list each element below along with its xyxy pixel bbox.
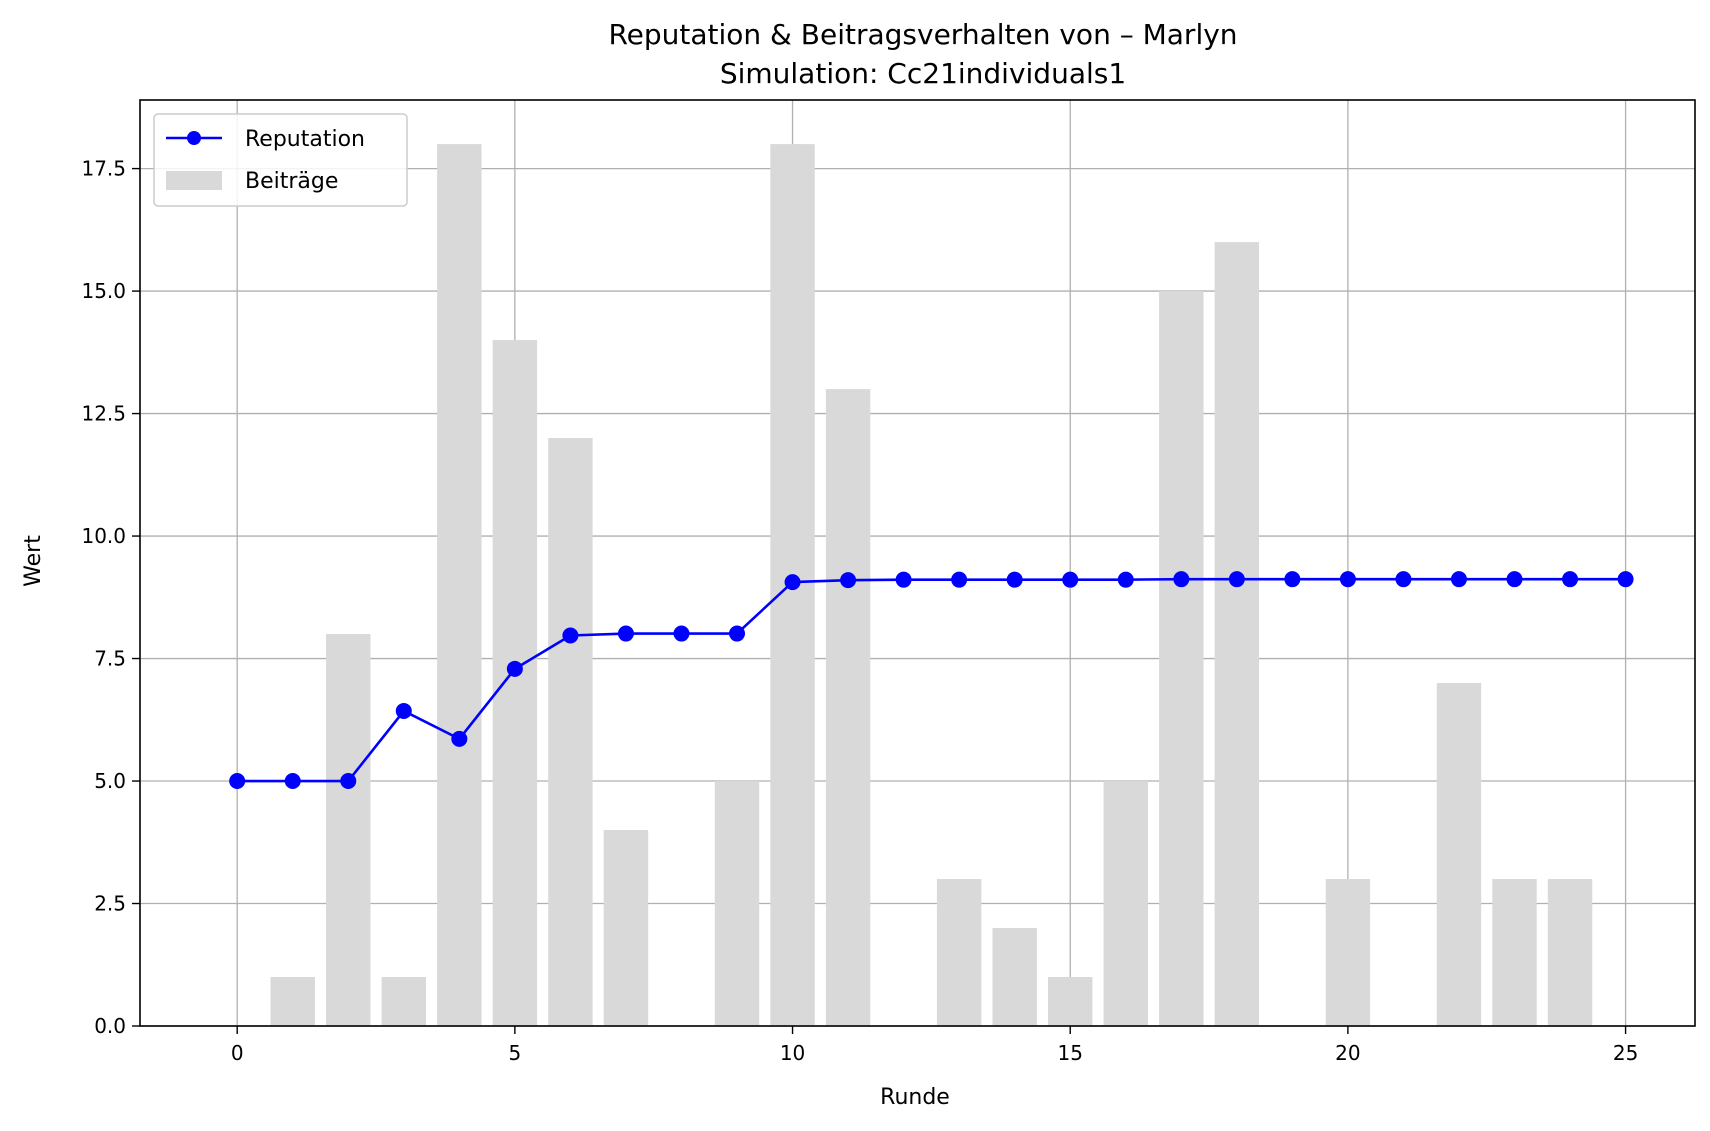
- x-tick-label: 20: [1335, 1041, 1360, 1065]
- bar-beitraege: [1159, 291, 1204, 1027]
- reputation-point: [284, 773, 301, 790]
- y-axis-label: Wert: [21, 535, 46, 587]
- x-axis-label: Runde: [880, 1085, 950, 1110]
- y-tick-label: 0.0: [94, 1014, 126, 1038]
- bar-beitraege: [326, 634, 371, 1026]
- grid: [140, 100, 1695, 1027]
- reputation-point: [1062, 571, 1079, 588]
- bar-beitraege: [1492, 879, 1537, 1026]
- reputation-point: [1450, 571, 1467, 588]
- reputation-point: [1617, 571, 1634, 588]
- bar-beitraege: [1325, 879, 1371, 1026]
- bar-beitraege: [936, 879, 982, 1026]
- reputation-line: [237, 577, 1626, 783]
- legend-label-beitraege: Beiträge: [245, 169, 338, 194]
- bar-beitraege: [714, 781, 760, 1026]
- bar-beitraege: [1214, 242, 1260, 1026]
- reputation-point: [1228, 571, 1245, 588]
- reputation-point: [1006, 571, 1023, 588]
- reputation-point: [451, 730, 468, 747]
- bar-beitraege: [548, 438, 593, 1027]
- chart-title: Reputation & Beitragsverhalten von – Mar…: [608, 18, 1237, 51]
- reputation-point: [1395, 571, 1412, 588]
- legend: Reputation Beiträge: [153, 113, 408, 207]
- reputation-point: [673, 625, 690, 642]
- reputation-point: [1117, 571, 1134, 588]
- bar-beitraege: [1436, 683, 1482, 1026]
- reputation-point: [895, 571, 912, 588]
- y-tick-label: 17.5: [81, 157, 126, 181]
- y-tick-label: 7.5: [94, 647, 126, 671]
- bar-beitraege: [437, 144, 482, 1027]
- x-tick-label: 10: [780, 1041, 805, 1065]
- bar-beitraege: [825, 389, 871, 1026]
- bar-beitraege: [603, 830, 649, 1026]
- reputation-point: [617, 625, 634, 642]
- ticks: 0 5 10 15 20 25 0.0 2.5 5.0 7.5 10.0 12.5 15.0 17.5: [81, 157, 1638, 1065]
- legend-reputation-marker: [187, 131, 201, 145]
- y-tick-label: 15.0: [81, 279, 126, 303]
- reputation-point: [1173, 571, 1190, 588]
- reputation-point: [1562, 571, 1579, 588]
- reputation-point: [840, 572, 857, 589]
- bar-beitraege: [1103, 781, 1148, 1026]
- x-tick-label: 5: [508, 1041, 521, 1065]
- legend-beitraege-swatch: [166, 171, 222, 190]
- y-tick-label: 5.0: [94, 769, 126, 793]
- reputation-point: [395, 702, 412, 719]
- chart-subtitle: Simulation: Cc21individuals1: [720, 57, 1126, 90]
- reputation-point: [1506, 571, 1523, 588]
- reputation-point: [729, 625, 746, 642]
- reputation-point: [340, 773, 357, 790]
- x-tick-label: 15: [1057, 1041, 1082, 1065]
- bars: [270, 144, 1593, 1027]
- x-tick-label: 25: [1613, 1041, 1638, 1065]
- reputation-point: [1339, 571, 1356, 588]
- plot-frame: [139, 99, 1696, 1027]
- line-layer: [229, 571, 1634, 790]
- x-tick-label: 0: [231, 1041, 244, 1065]
- reputation-point: [229, 773, 246, 790]
- y-tick-label: 2.5: [94, 892, 126, 916]
- bar-beitraege: [492, 340, 538, 1026]
- bar-beitraege: [381, 977, 427, 1026]
- y-tick-label: 10.0: [81, 524, 126, 548]
- bar-beitraege: [992, 928, 1037, 1026]
- reputation-point: [951, 571, 968, 588]
- legend-label-reputation: Reputation: [245, 127, 365, 152]
- bar-beitraege: [270, 977, 315, 1026]
- reputation-point: [1284, 571, 1301, 588]
- y-tick-label: 12.5: [81, 402, 126, 426]
- reputation-point: [506, 660, 523, 677]
- reputation-point: [784, 574, 801, 591]
- bar-beitraege: [1547, 879, 1593, 1026]
- bar-beitraege: [1048, 977, 1093, 1026]
- reputation-point: [562, 627, 579, 644]
